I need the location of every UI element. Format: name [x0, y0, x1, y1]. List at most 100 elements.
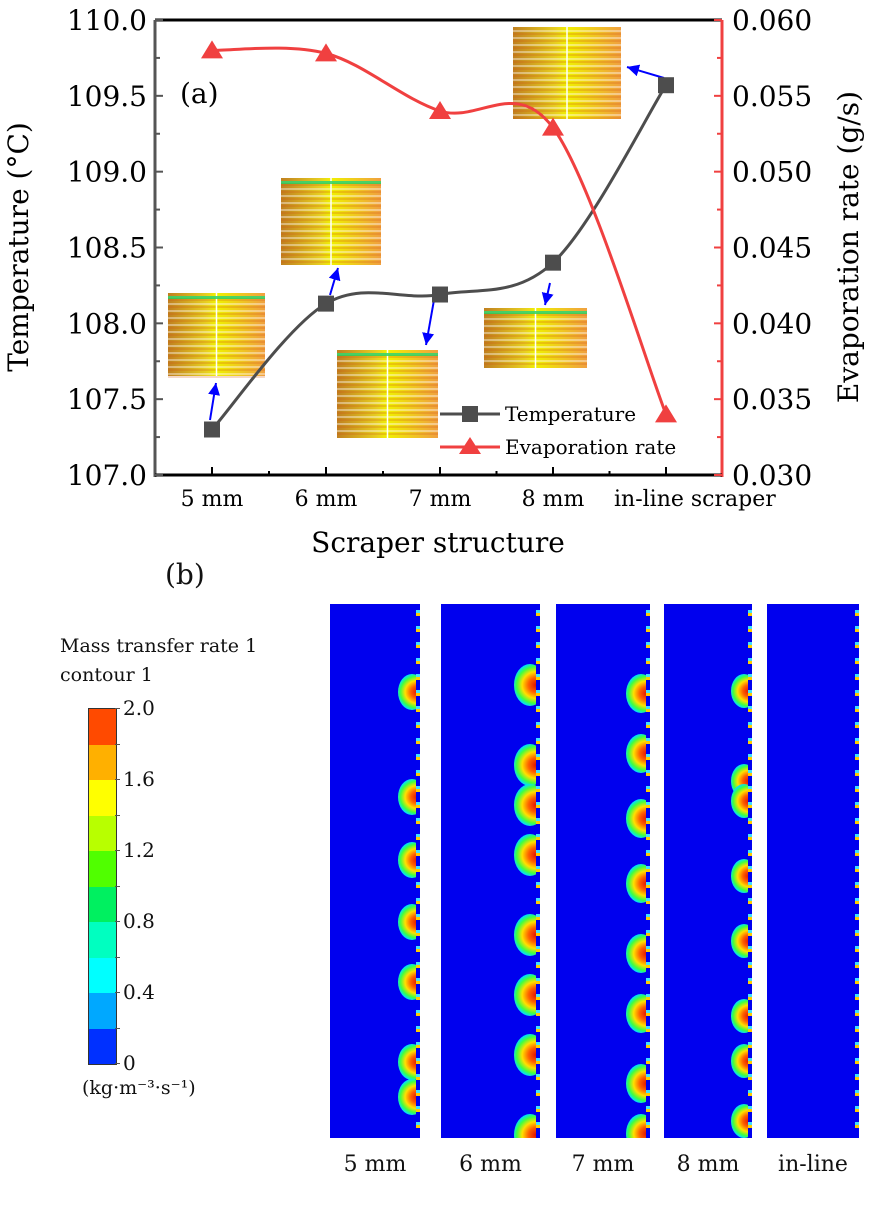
colorbar-tick: [115, 885, 120, 887]
inset-top-band: [337, 353, 438, 356]
x-axis-title: Scraper structure: [311, 526, 565, 559]
colorbar-tick: [115, 956, 120, 958]
contour-panel-4: [664, 604, 752, 1138]
axes: 107.0 107.5 108.0 108.5 109.0 109.5 110.0 0.030…: [67, 4, 812, 512]
mass-transfer-blob: [397, 964, 420, 1001]
colorbar-tick: [115, 814, 120, 816]
colorbar-segment: [89, 993, 116, 1029]
colorbar-tick-label: 1.6: [123, 767, 155, 791]
x-tick-label: 7 mm: [409, 487, 472, 512]
y2-tick-label: 0.050: [732, 156, 812, 189]
colorbar-tick: [115, 779, 120, 780]
mass-transfer-blob: [397, 1044, 420, 1081]
contour-label: 6 mm: [459, 1152, 522, 1177]
temperature-point: [318, 295, 334, 312]
series: [201, 40, 677, 438]
mass-transfer-blob: [397, 779, 420, 816]
evaporation-point: [542, 117, 564, 136]
inset-top-band: [168, 296, 265, 299]
colorbar-segment: [89, 957, 116, 993]
mass-transfer-blob: [514, 914, 540, 956]
y2-tick-label: 0.060: [732, 4, 812, 37]
temperature-point: [432, 286, 448, 303]
mass-transfer-blob: [397, 904, 420, 941]
mass-transfer-blob: [514, 834, 540, 876]
mass-transfer-blob: [514, 664, 540, 706]
panel-label-a: (a): [180, 77, 219, 110]
colorbar-segment: [89, 780, 116, 816]
contour-label: in-line: [778, 1152, 848, 1177]
mass-transfer-blob: [514, 1114, 540, 1138]
y-tick-label: 109.5: [67, 80, 147, 113]
colorbar-segment: [89, 815, 116, 851]
colorbar-tick: [115, 1063, 120, 1064]
colorbar-tick-label: 0: [123, 1051, 136, 1075]
panel-label-b: (b): [165, 558, 205, 591]
interface-edge: [748, 604, 752, 1138]
y-tick-label: 108.0: [67, 307, 147, 340]
mass-transfer-blob: [514, 1034, 540, 1076]
contour-panel-3: [556, 604, 650, 1138]
y-tick-label: 109.0: [67, 156, 147, 189]
temperature-point: [545, 254, 561, 271]
colorbar-segment: [89, 922, 116, 958]
mass-transfer-blob: [514, 744, 540, 786]
x-tick-label: 6 mm: [295, 487, 358, 512]
colorbar-tick-label: 1.2: [123, 838, 155, 862]
y2-tick-label: 0.045: [732, 232, 812, 265]
arrow-icon: [328, 267, 341, 296]
interface-edge: [536, 604, 540, 1138]
mass-transfer-blob: [514, 974, 540, 1016]
contour-label: 8 mm: [676, 1152, 740, 1177]
temperature-point: [658, 77, 674, 94]
arrow-icon: [541, 282, 554, 306]
y-tick-label: 107.0: [67, 459, 147, 492]
inset-images: [168, 27, 665, 438]
colorbar-tick-label: 2.0: [123, 696, 155, 720]
legend-label: Temperature: [505, 402, 636, 426]
interface-edge: [855, 604, 859, 1138]
arrow-icon: [422, 299, 435, 346]
inset-top-band: [281, 181, 381, 184]
arrow-icon: [626, 64, 665, 79]
series-line-evaporation-rate: [211, 46, 668, 415]
colorbar-tick: [115, 1027, 120, 1029]
inset-image-2: [281, 178, 381, 265]
colorbar-title: Mass transfer rate 1 contour 1: [60, 632, 257, 690]
x-tick-label: in-line scraper: [614, 487, 776, 512]
y-tick-label: 108.5: [67, 232, 147, 265]
chart-a: 107.0 107.5 108.0 108.5 109.0 109.5 110.0 0.030…: [2, 4, 865, 559]
interface-edge: [646, 604, 650, 1138]
colorbar-tick: [115, 921, 120, 922]
arrow-icon: [208, 382, 221, 421]
legend-label: Evaporation rate: [505, 435, 676, 459]
evaporation-point: [315, 43, 337, 62]
x-tick-label: 8 mm: [522, 487, 585, 512]
mass-transfer-blob: [514, 784, 540, 826]
colorbar-segment: [89, 1028, 116, 1064]
inset-image-4: [484, 308, 587, 368]
inset-image-3: [337, 350, 438, 438]
y2-tick-label: 0.030: [732, 459, 812, 492]
legend: Temperature Evaporation rate: [440, 402, 676, 459]
colorbar-title-line-1: Mass transfer rate 1: [60, 635, 258, 657]
colorbar: [88, 708, 117, 1065]
interface-edge: [416, 604, 420, 1138]
y2-tick-label: 0.040: [732, 307, 812, 340]
contour-panel-1: [330, 604, 420, 1138]
colorbar-tick: [115, 708, 120, 709]
x-tick-label: 5 mm: [181, 487, 244, 512]
colorbar-title-line-2: contour 1: [60, 664, 153, 686]
mass-transfer-blob: [731, 784, 752, 818]
mass-transfer-blob: [731, 924, 752, 958]
contour-panel-5: [767, 604, 859, 1138]
colorbar-tick-label: 0.4: [123, 980, 155, 1004]
contour-panel-2: [441, 604, 540, 1138]
inset-image-5: [513, 27, 621, 119]
legend-triangle-icon: [459, 437, 481, 454]
colorbar-segment: [89, 744, 116, 780]
colorbar-tick: [115, 992, 120, 993]
y-axis-title: Temperature (°C): [2, 122, 35, 372]
colorbar-tick: [115, 850, 120, 851]
series-line-temperature: [210, 84, 668, 431]
